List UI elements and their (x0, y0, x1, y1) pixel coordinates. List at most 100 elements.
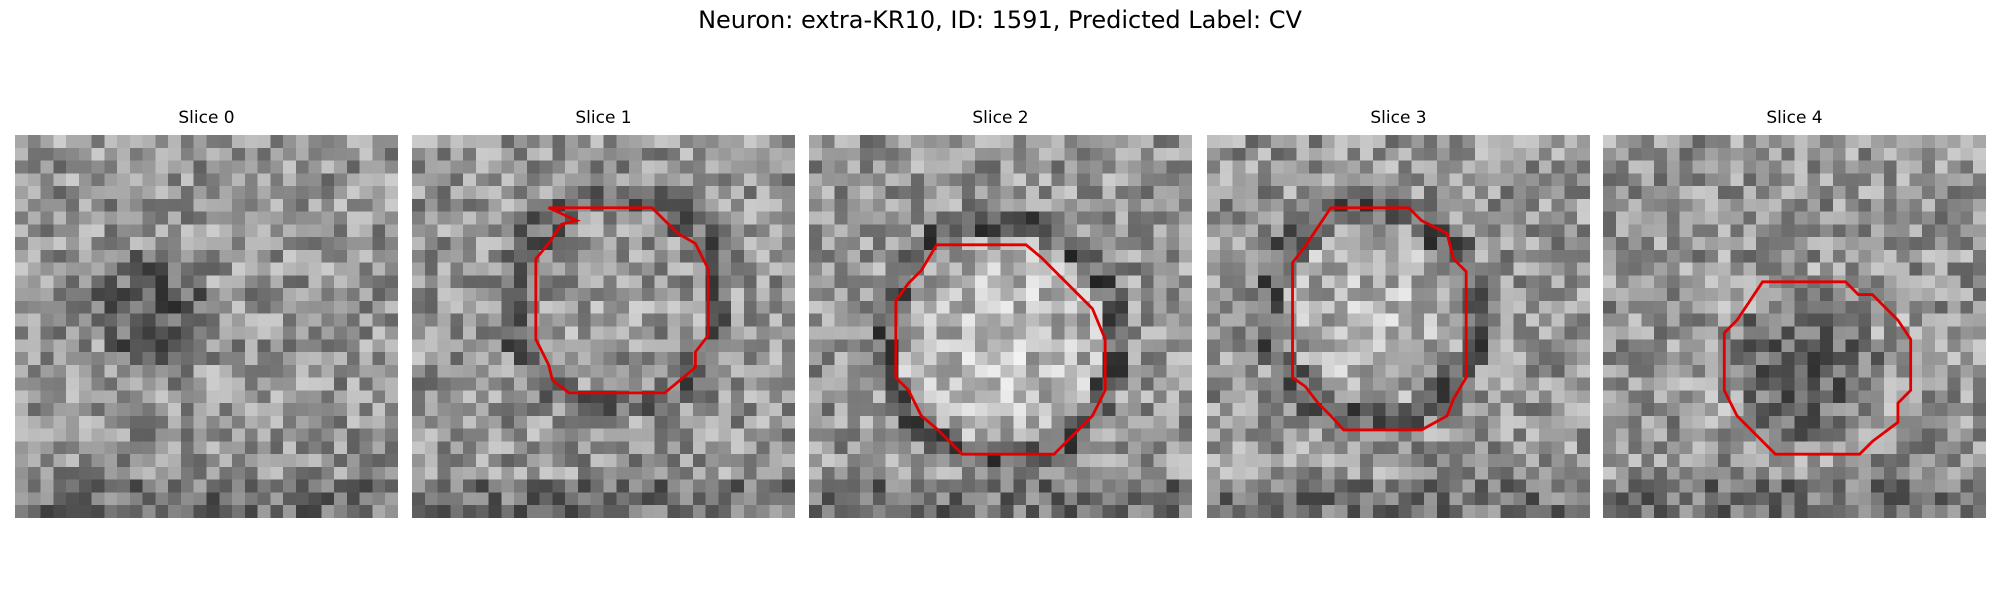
pixel (1654, 173, 1668, 187)
pixel (809, 428, 823, 442)
pixel (1153, 300, 1167, 314)
pixel (949, 186, 963, 200)
pixel (1436, 237, 1450, 251)
pixel (1603, 428, 1617, 442)
pixel (936, 275, 950, 289)
pixel (731, 403, 745, 417)
pixel (1692, 377, 1706, 391)
pixel (1038, 415, 1052, 429)
pixel (1038, 147, 1052, 161)
pixel (834, 505, 848, 518)
pixel (872, 173, 886, 187)
pixel (1654, 479, 1668, 493)
pixel (1064, 492, 1078, 506)
pixel (1296, 186, 1310, 200)
pixel (1960, 262, 1974, 276)
pixel (450, 339, 464, 353)
pixel (437, 415, 451, 429)
pixel (283, 186, 297, 200)
pixel (616, 492, 630, 506)
pixel (1768, 415, 1782, 429)
pixel (270, 377, 284, 391)
pixel (1820, 198, 1834, 212)
pixel (860, 275, 874, 289)
pixel (949, 428, 963, 442)
pixel (257, 160, 271, 174)
pixel (898, 390, 912, 404)
pixel (1321, 288, 1335, 302)
pixel (1500, 441, 1514, 455)
pixel (1551, 173, 1565, 187)
pixel (1641, 224, 1655, 238)
pixel (565, 364, 579, 378)
pixel (526, 466, 540, 480)
pixel (1654, 313, 1668, 327)
pixel (475, 352, 489, 366)
pixel (743, 300, 757, 314)
pixel (1896, 339, 1910, 353)
pixel (860, 135, 874, 149)
pixel (91, 415, 105, 429)
pixel (705, 147, 719, 161)
pixel (206, 249, 220, 263)
pixel (1781, 492, 1795, 506)
pixel (219, 454, 233, 468)
pixel (1960, 428, 1974, 442)
pixel (27, 403, 41, 417)
pixel (603, 262, 617, 276)
pixel (1628, 211, 1642, 225)
pixel (1654, 262, 1668, 276)
pixel (1603, 288, 1617, 302)
pixel (129, 403, 143, 417)
pixel (117, 275, 131, 289)
pixel (1089, 186, 1103, 200)
pixel (206, 135, 220, 149)
pixel (206, 377, 220, 391)
pixel (372, 288, 386, 302)
pixel (731, 160, 745, 174)
pixel (334, 262, 348, 276)
pixel (1258, 249, 1272, 263)
pixel (1820, 160, 1834, 174)
pixel (1909, 300, 1923, 314)
pixel (1385, 147, 1399, 161)
pixel (1283, 186, 1297, 200)
pixel (346, 479, 360, 493)
pixel (180, 441, 194, 455)
pixel (1628, 428, 1642, 442)
pixel (1000, 377, 1014, 391)
pixel (834, 262, 848, 276)
pixel (1245, 505, 1259, 518)
pixel (718, 339, 732, 353)
pixel (974, 377, 988, 391)
pixel (1462, 198, 1476, 212)
pixel (616, 364, 630, 378)
pixel (168, 492, 182, 506)
panel-title: Slice 1 (575, 108, 632, 128)
pixel (1179, 275, 1192, 289)
pixel (1475, 237, 1489, 251)
pixel (1321, 262, 1335, 276)
pixel (193, 441, 207, 455)
pixel (1666, 198, 1680, 212)
pixel (1270, 275, 1284, 289)
pixel (1934, 352, 1948, 366)
pixel (539, 466, 553, 480)
pixel (1077, 479, 1091, 493)
pixel (501, 186, 515, 200)
pixel (1398, 147, 1412, 161)
pixel (1871, 186, 1885, 200)
pixel (1858, 237, 1872, 251)
pixel (334, 237, 348, 251)
pixel (577, 237, 591, 251)
pixel (1960, 288, 1974, 302)
pixel (412, 211, 426, 225)
pixel (641, 415, 655, 429)
pixel (1270, 441, 1284, 455)
pixel (1153, 249, 1167, 263)
pixel (860, 505, 874, 518)
pixel (1475, 441, 1489, 455)
pixel (1089, 339, 1103, 353)
pixel (1538, 262, 1552, 276)
pixel (206, 211, 220, 225)
